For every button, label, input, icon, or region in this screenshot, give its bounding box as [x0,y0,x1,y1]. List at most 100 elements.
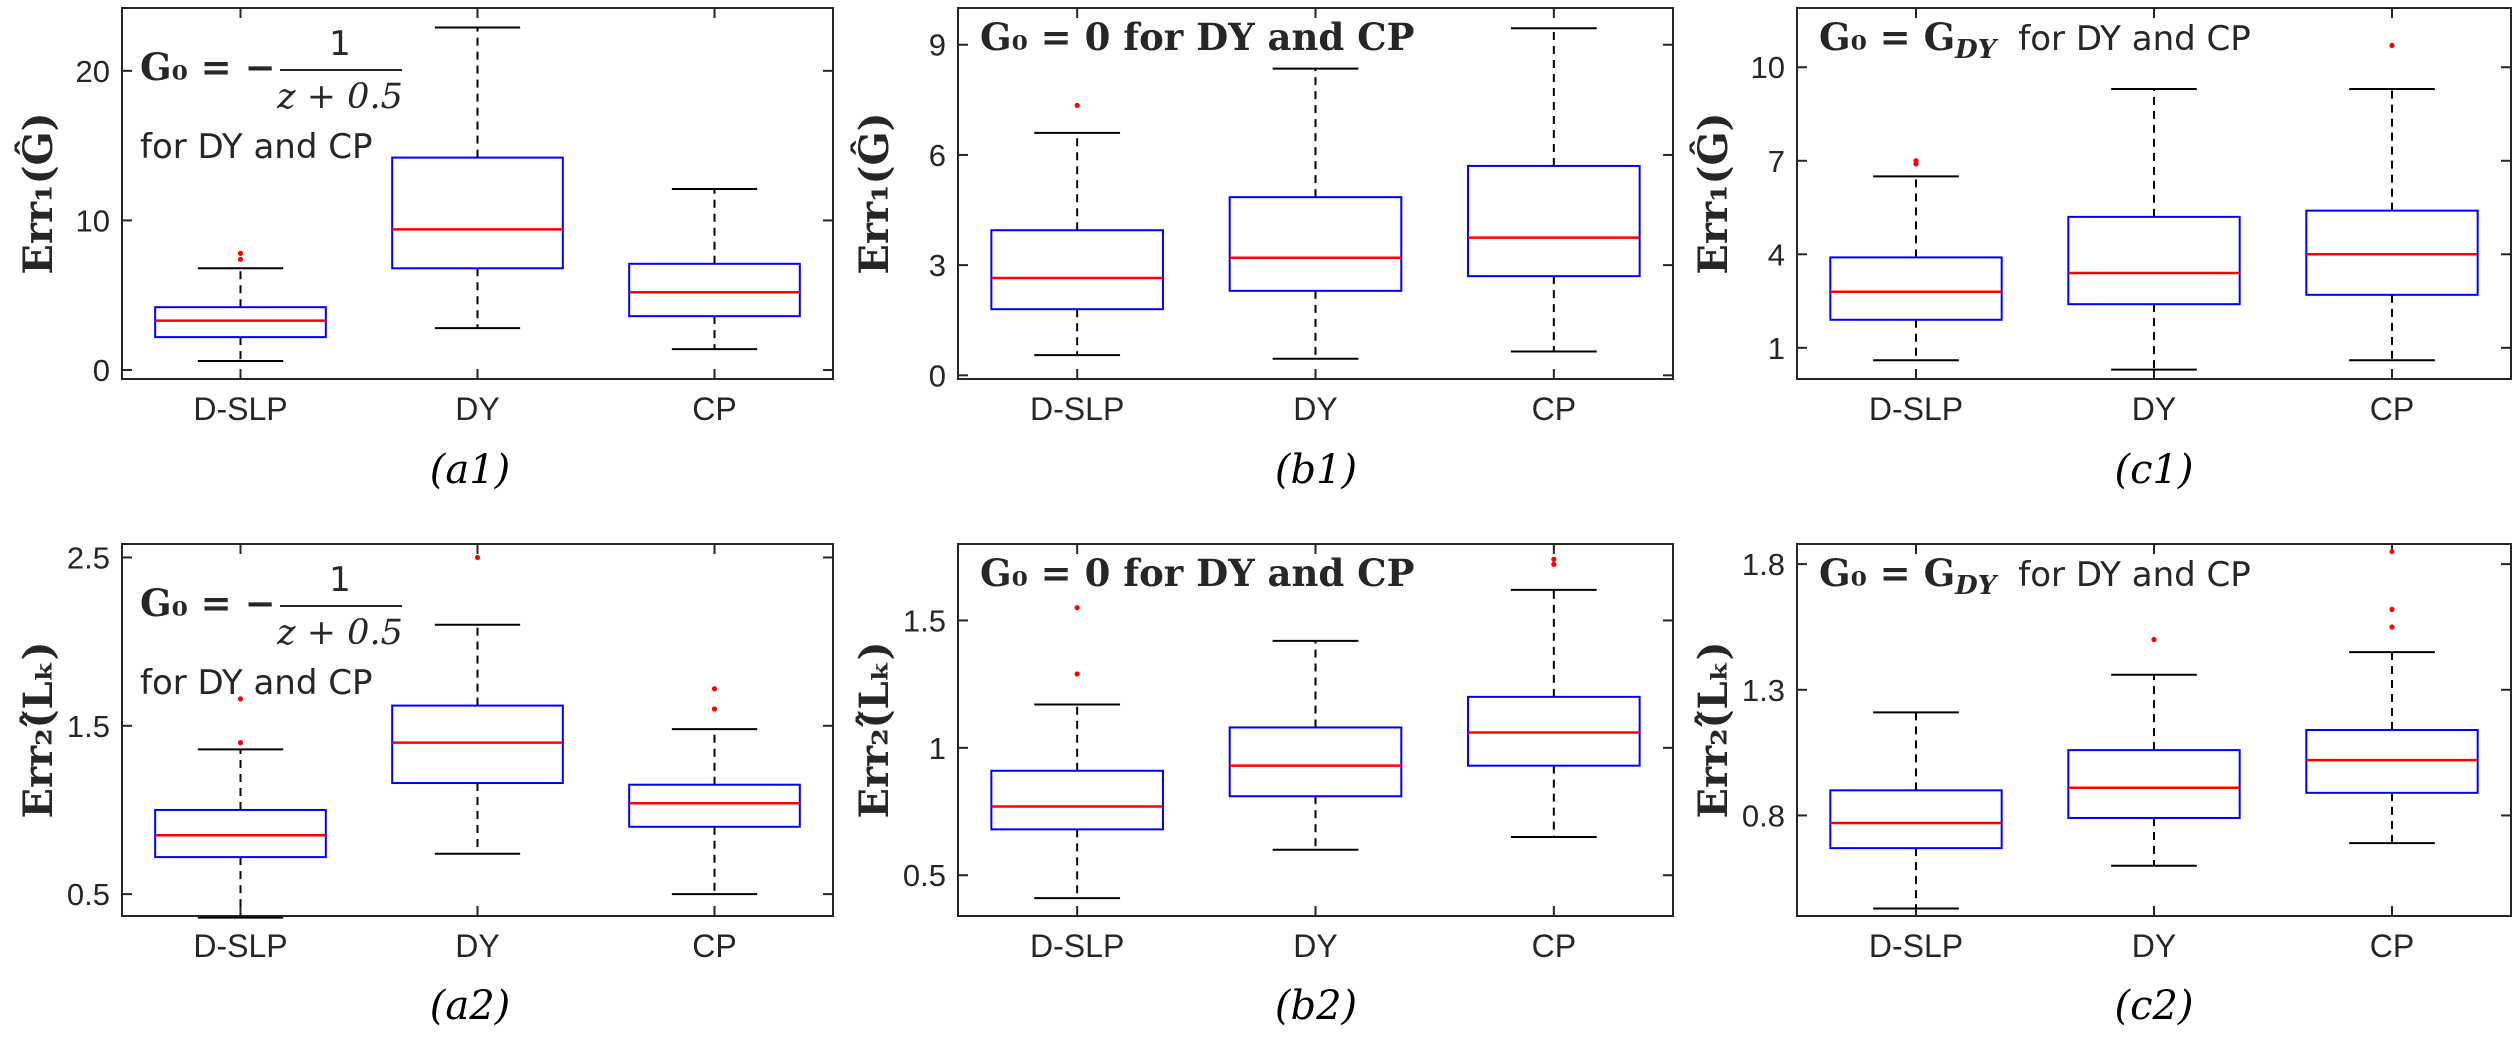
panel-a1: 0 10 20 D-SLP DY CP Err₁(Ĝ) G₀ = − 1 z + 0.5 for D… [15,7,834,493]
x-tick-label: CP [1532,391,1576,427]
iqr-box [990,769,1164,831]
iqr-box [1228,726,1403,798]
annotation: G₀ = − 1 z + 0.5 for DY and CP [140,24,403,167]
iqr-box [1829,789,2003,850]
outlier-point [1074,102,1080,108]
y-tick-label: 1 [929,731,946,766]
box-dy [391,26,564,330]
iqr-box [2305,729,2479,794]
x-tick-label: CP [2370,391,2414,427]
y-tick-label: 10 [1751,50,1785,85]
y-tick-label: 20 [76,54,110,89]
annotation-numerator: 1 [329,24,351,64]
x-tick-label: D-SLP [1030,928,1124,964]
outlier-point [2389,624,2395,630]
y-tick-label: 2.5 [67,540,110,575]
annotation-denominator: z + 0.5 [276,613,403,653]
box-dy [2067,636,2241,867]
iqr-box [628,783,801,828]
x-tick-label: DY [455,391,499,427]
annotation: G₀ = 0 for DY and CP [980,15,1414,59]
outlier-point [1074,671,1080,677]
box-cp [2305,548,2479,845]
panel-c1: 1 4 7 10 D-SLP DY CP Err₁(Ĝ) G₀ = GDY for DY and … [1690,7,2512,493]
x-tick-label: DY [2132,391,2176,427]
outlier-point [1913,158,1919,164]
box-dy [1228,639,1403,851]
y-tick-label: 1 [1768,331,1785,366]
annotation-denominator: z + 0.5 [276,77,403,117]
x-tick-label: CP [2370,928,2414,964]
y-tick-label: 0 [93,353,110,388]
y-axis-label: Err₁(Ĝ) [851,112,898,274]
outlier-point [237,696,244,702]
y-tick-label: 1.3 [1742,673,1785,708]
x-tick-label: D-SLP [1030,391,1124,427]
iqr-box [391,704,564,785]
annotation: G₀ = − 1 z + 0.5 for DY and CP [140,560,403,703]
panel-b1: 0 3 6 9 D-SLP DY CP Err₁(Ĝ) G₀ = 0 for DY and CP… [851,7,1674,493]
x-tick-label: CP [1532,928,1576,964]
y-tick-label: 7 [1768,144,1785,179]
box-cp [1467,27,1641,353]
annotation-lhs: G₀ = − [140,581,276,625]
y-axis-label: Err₂(̂Lₖ) [1690,641,1737,818]
x-tick-label: D-SLP [1869,928,1963,964]
y-tick-label: 10 [76,203,110,238]
iqr-box [154,306,327,339]
panel-caption: (b1) [1275,447,1357,493]
annotation-suffix: for DY and CP [140,663,372,703]
iqr-box [391,156,564,270]
y-tick-label: 0 [929,358,946,393]
box-dy [1228,67,1403,360]
panel-caption: (c1) [2114,447,2193,493]
box-d-slp [990,102,1164,357]
iqr-box [2067,749,2241,819]
y-tick-label: 9 [929,28,946,63]
box-d-slp [990,605,1164,900]
iqr-box [1829,256,2003,321]
box-dy [391,554,564,855]
panel-a2: 0.5 1.5 2.5 D-SLP DY CP Err₂(̂Lₖ) G₀ = − 1 z + 0.… [15,540,834,1029]
panel-caption: (c2) [2114,983,2193,1029]
outlier-point [1074,605,1080,611]
box-dy [2067,88,2241,371]
outlier-point [2389,548,2395,555]
box-d-slp [1829,158,2003,362]
annotation-suffix: for DY and CP [140,127,372,167]
annotation: G₀ = GDY for DY and CP [1819,551,2251,601]
x-tick-label: DY [1293,928,1337,964]
iqr-box [1467,695,1641,767]
y-tick-label: 1.8 [1742,547,1785,582]
y-tick-label: 0.5 [67,877,110,912]
box-d-slp [1829,711,2003,910]
panel-caption: (b2) [1275,983,1357,1029]
iqr-box [154,808,327,859]
y-tick-label: 4 [1768,237,1785,272]
outlier-point [1551,561,1557,567]
outlier-point [474,554,481,561]
x-tick-label: DY [455,928,499,964]
annotation: G₀ = 0 for DY and CP [980,551,1414,595]
y-tick-label: 6 [929,138,946,173]
iqr-box [990,229,1164,311]
y-tick-label: 1.5 [903,603,946,638]
annotation-text: G₀ = 0 for DY and CP [980,551,1414,595]
box-cp [2305,42,2479,362]
box-d-slp [154,696,327,919]
box-cp [628,188,801,351]
annotation-lhs: G₀ = − [140,45,276,89]
annotation: G₀ = GDY for DY and CP [1819,15,2251,65]
box-cp [1467,556,1641,839]
outlier-point [1551,556,1557,562]
iqr-box [2067,215,2241,306]
panel-caption: (a1) [430,447,511,493]
x-tick-label: CP [692,391,736,427]
annotation-lhs: G₀ = GDY for DY and CP [1819,551,2251,601]
x-tick-label: D-SLP [193,928,287,964]
plot-frame [957,543,1674,917]
outlier-point [2389,606,2395,612]
annotation-numerator: 1 [329,560,351,600]
outlier-point [2151,636,2157,643]
